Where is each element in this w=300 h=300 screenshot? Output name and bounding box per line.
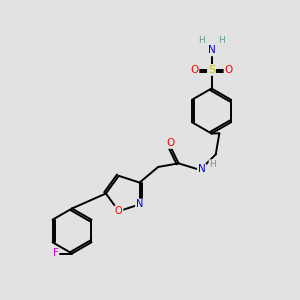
Text: H: H [209,160,216,169]
Text: N: N [208,45,215,56]
Text: O: O [166,138,174,148]
Text: O: O [224,65,233,75]
Text: N: N [198,164,206,174]
Text: F: F [52,248,59,259]
Text: H: H [198,36,205,45]
Text: O: O [190,65,199,75]
Text: S: S [208,65,215,75]
Text: H: H [218,36,225,45]
Text: N: N [136,200,143,209]
Text: O: O [115,206,123,216]
